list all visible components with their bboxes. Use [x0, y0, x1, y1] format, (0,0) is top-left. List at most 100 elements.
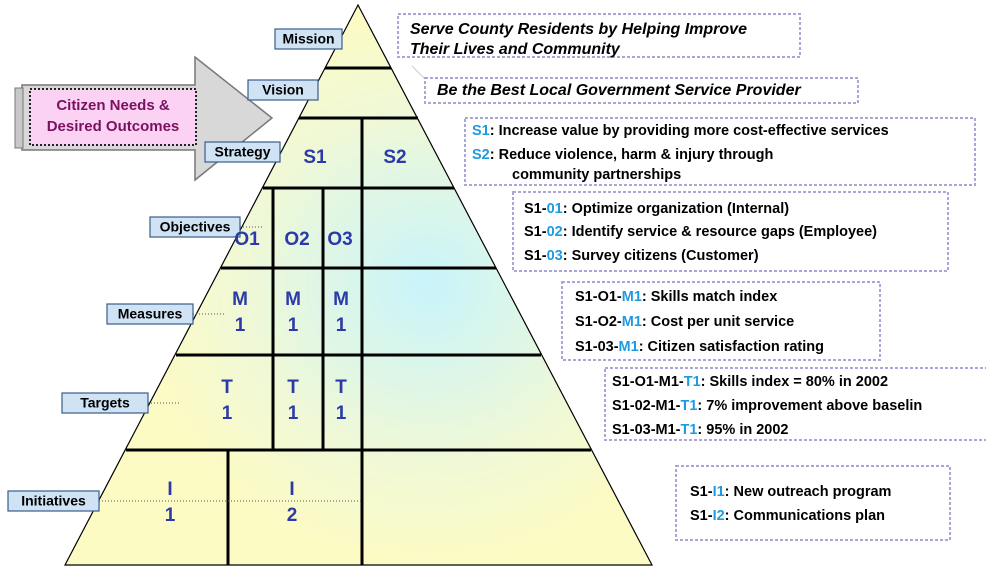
description-line: S1-03-M1: Citizen satisfaction rating — [575, 339, 824, 355]
cell-label: T — [287, 377, 299, 398]
description-prefix: S1-O2- — [575, 314, 622, 330]
pyramid-dividers — [126, 65, 591, 565]
description-line: S1-I1: New outreach program — [690, 484, 891, 500]
description-prefix: S1- — [690, 508, 713, 524]
cell-label: 2 — [287, 505, 298, 526]
cell-label: M — [285, 289, 301, 310]
description-code: S1 — [472, 123, 490, 139]
level-box — [106, 303, 194, 325]
description-code: I1 — [713, 484, 725, 500]
level-box — [274, 28, 343, 50]
description-code: 02 — [547, 224, 563, 240]
description-line: S1-O1-M1-T1: Skills index = 80% in 2002 — [612, 374, 888, 390]
description-line: Be the Best Local Government Service Pro… — [437, 82, 801, 99]
description-code: T1 — [681, 422, 698, 438]
level-box — [149, 216, 241, 238]
cell-label: 1 — [165, 505, 176, 526]
description-text: : New outreach program — [725, 484, 892, 500]
description-box — [561, 281, 881, 361]
arrow-label: Desired Outcomes — [47, 118, 180, 135]
cell-label: 1 — [235, 315, 246, 336]
description-text: : 7% improvement above baselin — [697, 398, 922, 414]
level-label: Vision — [262, 82, 304, 98]
level-label: Objectives — [160, 219, 231, 235]
description-text: Serve County Residents by Helping Improv… — [410, 21, 747, 38]
level-label: Targets — [80, 395, 130, 411]
description-prefix: S1-03- — [575, 339, 619, 355]
pyramid — [64, 3, 653, 566]
level-label: Measures — [118, 306, 183, 322]
description-line: S1-02-M1-T1: 7% improvement above baseli… — [612, 398, 922, 414]
description-line: S1-03-M1-T1: 95% in 2002 — [612, 422, 789, 438]
description-line: S1-01: Optimize organization (Internal) — [524, 201, 789, 217]
description-text: Be the Best Local Government Service Pro… — [437, 82, 801, 99]
cell-label: 1 — [336, 315, 347, 336]
description-prefix: S1- — [524, 224, 547, 240]
cell-label: M — [333, 289, 349, 310]
description-code: M1 — [622, 289, 642, 305]
cell-label: O2 — [284, 229, 309, 250]
description-prefix: S1-O1-M1- — [612, 374, 684, 390]
cell-label: I — [289, 479, 294, 500]
level-box — [7, 490, 100, 512]
level-box — [61, 392, 149, 414]
description-box — [464, 117, 976, 186]
description-code: 03 — [547, 248, 563, 264]
description-text: : Identify service & resource gaps (Empl… — [563, 224, 877, 240]
cell-label: I — [167, 479, 172, 500]
description-box — [397, 13, 801, 58]
cell-label: 1 — [336, 403, 347, 424]
description-box — [675, 465, 951, 541]
description-code: 01 — [547, 201, 563, 217]
description-code: I2 — [713, 508, 725, 524]
cell-label: M — [232, 289, 248, 310]
description-box — [512, 191, 949, 272]
description-text: : 95% in 2002 — [697, 422, 788, 438]
arrow-label: Citizen Needs & — [56, 97, 170, 114]
cell-label: S2 — [383, 147, 406, 168]
description-text: : Skills match index — [642, 289, 777, 305]
description-line: S1-02: Identify service & resource gaps … — [524, 224, 877, 240]
description-line: Their Lives and Community — [410, 41, 621, 58]
cell-label: S1 — [303, 147, 327, 168]
description-prefix: S1- — [524, 201, 547, 217]
description-line: community partnerships — [512, 167, 681, 183]
description-text: : Skills index = 80% in 2002 — [701, 374, 888, 390]
cell-label: O3 — [327, 229, 352, 250]
description-text: : Optimize organization (Internal) — [563, 201, 790, 217]
description-text: : Communications plan — [725, 508, 885, 524]
level-box — [204, 141, 281, 163]
description-code: M1 — [619, 339, 639, 355]
description-code: T1 — [681, 398, 698, 414]
description-prefix: S1-02-M1- — [612, 398, 681, 414]
description-line: S2: Reduce violence, harm & injury throu… — [472, 147, 773, 163]
description-line: Serve County Residents by Helping Improv… — [410, 21, 747, 38]
description-text: : Reduce violence, harm & injury through — [490, 147, 774, 163]
description-line: S1-I2: Communications plan — [690, 508, 885, 524]
description-text: : Survey citizens (Customer) — [563, 248, 759, 264]
cell-label: T — [335, 377, 347, 398]
description-text: : Cost per unit service — [642, 314, 794, 330]
description-text: community partnerships — [512, 167, 681, 183]
description-line: S1-03: Survey citizens (Customer) — [524, 248, 759, 264]
description-prefix: S1- — [690, 484, 713, 500]
description-prefix: S1-O1- — [575, 289, 622, 305]
cell-label: 1 — [288, 403, 299, 424]
cell-label: 1 — [222, 403, 233, 424]
level-label: Strategy — [214, 144, 270, 160]
level-box — [247, 79, 319, 101]
description-code: S2 — [472, 147, 490, 163]
description-line: S1-O1-M1: Skills match index — [575, 289, 777, 305]
level-label: Mission — [282, 31, 334, 47]
description-prefix: S1- — [524, 248, 547, 264]
description-line: S1: Increase value by providing more cos… — [472, 123, 889, 139]
description-code: T1 — [684, 374, 701, 390]
description-text: : Increase value by providing more cost-… — [490, 123, 889, 139]
cell-label: T — [221, 377, 233, 398]
cell-label: 1 — [288, 315, 299, 336]
description-line: S1-O2-M1: Cost per unit service — [575, 314, 794, 330]
description-code: M1 — [622, 314, 642, 330]
cell-label: O1 — [234, 229, 260, 250]
description-prefix: S1-03-M1- — [612, 422, 681, 438]
